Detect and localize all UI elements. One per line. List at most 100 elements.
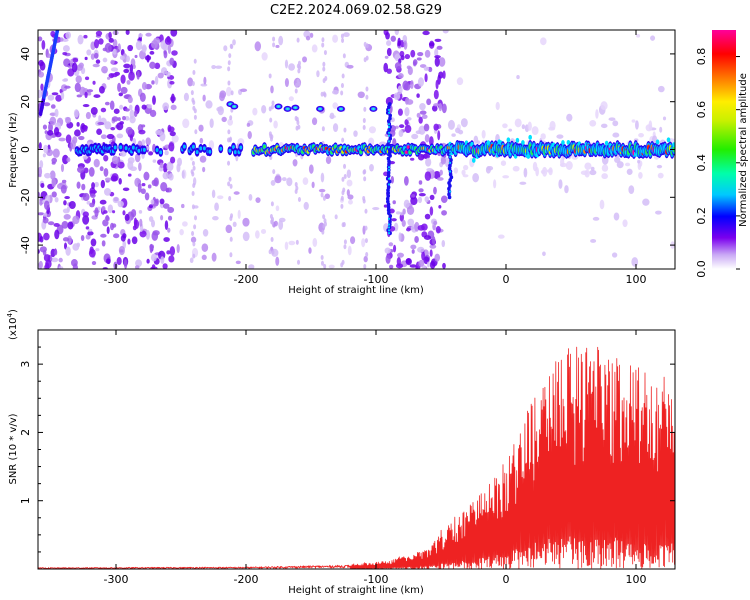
spectrum-cell xyxy=(182,144,186,149)
y-tick-label: -20 xyxy=(19,188,32,206)
spectrum-cell xyxy=(102,47,108,52)
spectrum-cell xyxy=(637,159,641,164)
spectrum-cell xyxy=(271,249,275,255)
spectrum-cell xyxy=(182,118,190,129)
spectrum-cell xyxy=(155,198,159,204)
spectrum-cell xyxy=(248,264,255,269)
spectrum-cell xyxy=(49,170,56,180)
spectrum-cell xyxy=(40,182,45,188)
spectrum-cell xyxy=(431,105,438,112)
spectrum-cell xyxy=(481,129,486,139)
spectrum-cell xyxy=(101,240,106,247)
spectrum-cell xyxy=(113,233,120,239)
spectrum-cell xyxy=(205,100,213,109)
spectrum-cell xyxy=(131,236,138,245)
spectrum-cell xyxy=(365,252,369,258)
spectrum-cell xyxy=(436,45,443,50)
spectrum-cell xyxy=(116,133,124,139)
spectrum-cell xyxy=(120,86,128,94)
snr-x-label: Height of straight line (km) xyxy=(288,585,424,596)
spectrum-cell xyxy=(388,113,392,118)
spectrum-cell xyxy=(142,147,146,152)
y-tick-label: -40 xyxy=(19,236,32,254)
spectrum-cell xyxy=(343,244,347,250)
spectrum-cell xyxy=(398,232,402,242)
spectrum-cell xyxy=(322,66,326,72)
spectrum-cell xyxy=(59,37,64,42)
spectrum-cell xyxy=(92,63,100,68)
spectrum-cell xyxy=(200,83,208,87)
spectrum-cell xyxy=(78,62,84,69)
spectrum-cell xyxy=(126,80,131,85)
spectrum-cell xyxy=(472,172,480,183)
spectrum-cell xyxy=(38,212,45,216)
spectrum-cell xyxy=(182,221,188,227)
spectrum-cell xyxy=(223,45,228,52)
spectrum-cell xyxy=(145,137,151,146)
spectrum-cell xyxy=(228,195,232,201)
spectrum-cell xyxy=(441,103,447,114)
spectrum-cell xyxy=(417,52,424,57)
spectrum-cell xyxy=(527,121,532,131)
spectrum-cell xyxy=(169,57,175,66)
spectrum-cell xyxy=(133,217,138,227)
spectrum-cell xyxy=(400,55,405,61)
spectrum-cell xyxy=(95,59,101,64)
spectrum-cell xyxy=(386,208,391,213)
spectrum-cell xyxy=(86,200,91,205)
spectrum-cell xyxy=(495,101,500,111)
spectrum-cell xyxy=(129,109,135,120)
spectrum-cell xyxy=(242,217,250,227)
spectrum-cell xyxy=(225,224,233,234)
snr-y-label: SNR (10 * v/v) xyxy=(8,413,19,484)
spectrum-cell xyxy=(83,34,88,39)
spectrum-cell xyxy=(320,192,324,198)
spectrum-cell xyxy=(275,44,280,48)
spectrum-cell xyxy=(590,166,595,171)
spectrum-cell xyxy=(294,88,298,94)
spectrum-cell xyxy=(160,214,164,221)
spectrum-cell xyxy=(406,117,412,121)
spectrum-cell xyxy=(508,128,513,132)
spectrum-cell xyxy=(277,105,280,108)
spectrum-cell xyxy=(433,186,437,195)
spectrum-cell xyxy=(341,176,345,182)
spectrum-cell xyxy=(393,92,401,101)
spectrum-cell xyxy=(63,200,67,206)
spectrum-cell xyxy=(118,178,122,185)
spectrum-cell xyxy=(440,195,448,204)
spectrum-cell xyxy=(191,160,195,166)
spectrum-cell xyxy=(38,36,43,42)
snr-series-line xyxy=(38,346,675,569)
spectrum-cell xyxy=(191,97,195,103)
spectrum-cell xyxy=(303,201,309,210)
spectrum-cell xyxy=(340,195,344,201)
spectrum-cell xyxy=(74,129,81,137)
spectrum-cell xyxy=(418,188,424,193)
spectrum-cell xyxy=(146,258,150,264)
spectrum-cell xyxy=(110,59,115,65)
spectrum-cell xyxy=(155,147,159,152)
spectrum-cell xyxy=(442,30,449,34)
spectrum-cell xyxy=(192,241,196,247)
spectrum-cell xyxy=(167,44,172,55)
spectrum-cell xyxy=(558,179,563,189)
spectrum-cell xyxy=(268,106,272,112)
spectrum-cell xyxy=(62,237,70,242)
spectrum-cell xyxy=(274,175,282,184)
spectrum-cell xyxy=(134,153,141,163)
spectrum-cell xyxy=(308,247,312,254)
spectrum-cell xyxy=(191,204,195,210)
spectrum-cell xyxy=(51,178,57,188)
spectrum-cell xyxy=(150,219,156,228)
spectrum-cell xyxy=(368,126,377,134)
spectrum-cell xyxy=(595,109,599,119)
spectrum-cell xyxy=(192,165,196,171)
spectrum-cell xyxy=(199,137,204,144)
snr-panel: -300 -200 -100 0 100 1 2 3 Height of straight … xyxy=(6,309,676,596)
spectrum-cell xyxy=(323,221,327,227)
spectrum-cell xyxy=(451,133,456,137)
spectrum-cell xyxy=(429,194,435,200)
spectrum-cell xyxy=(235,260,241,265)
spectrum-cell xyxy=(217,106,224,116)
